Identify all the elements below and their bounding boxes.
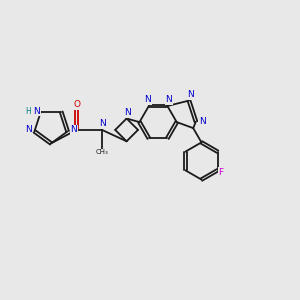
Text: N: N [199, 117, 206, 126]
Text: N: N [165, 95, 172, 104]
Text: N: N [34, 106, 40, 116]
Text: H: H [25, 106, 31, 116]
Text: N: N [187, 90, 194, 99]
Text: N: N [70, 125, 77, 134]
Text: N: N [99, 119, 105, 128]
Text: N: N [144, 95, 151, 104]
Text: N: N [25, 125, 32, 134]
Text: CH₃: CH₃ [96, 149, 108, 155]
Text: F: F [219, 168, 224, 177]
Text: O: O [74, 100, 81, 109]
Text: N: N [124, 108, 131, 117]
